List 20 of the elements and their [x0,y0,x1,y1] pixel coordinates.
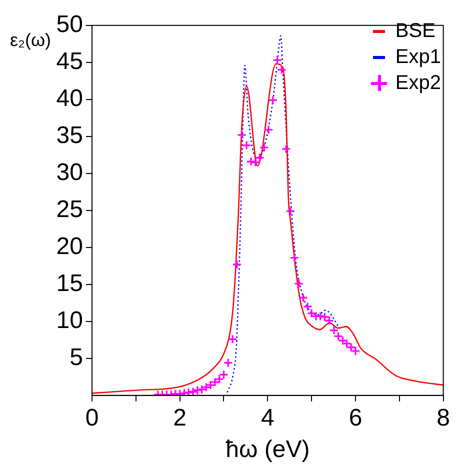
x-tick-label: 0 [85,404,99,432]
legend-label: BSE [395,19,436,44]
y-tick-label: 45 [56,48,83,76]
y-tick-label: 15 [56,270,83,298]
x-axis-title: ħω (eV) [226,436,310,464]
x-tick-label: 2 [173,404,187,432]
y-tick-label: 50 [56,11,83,38]
x-tick-label: 8 [436,404,450,432]
y-tick-label: 40 [56,85,83,112]
y-tick-label: 10 [56,307,83,334]
y-tick-label: 25 [56,196,83,224]
y-tick-label: 30 [56,159,83,186]
legend-label: Exp2 [395,71,441,96]
y-axis-title: ε₂(ω) [10,30,52,51]
y-tick-label: 20 [56,233,83,260]
y-tick-label: 35 [56,122,83,150]
x-tick-label: 6 [348,404,362,432]
y-tick-label: 5 [70,344,83,372]
legend-label: Exp1 [395,45,441,70]
x-tick-label: 4 [260,404,274,432]
